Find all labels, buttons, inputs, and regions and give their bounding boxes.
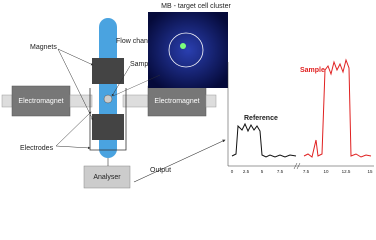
analyser-label: Analyser <box>93 174 121 181</box>
electromagnet-left-label: Electromagnet <box>18 98 63 105</box>
electromagnet-right <box>147 85 207 117</box>
output-label: Output <box>150 167 171 174</box>
reference-label: Reference <box>244 115 278 122</box>
x-tick-label: 2.5 <box>243 169 250 174</box>
x-tick-label: 15 <box>367 169 373 174</box>
microscopy-image <box>148 12 228 88</box>
output-arrow <box>133 139 226 183</box>
signal-plot: Reference Sample 0 2.5 5 7.5 7.5 10 12.5 15 <box>227 58 374 174</box>
zoom-line <box>112 74 161 97</box>
magnet-bottom <box>92 114 124 140</box>
pole-left <box>1 94 13 108</box>
sample-trace <box>303 58 372 158</box>
x-tick-label: 12.5 <box>342 169 351 174</box>
axis-break <box>293 162 301 170</box>
core-left <box>69 94 93 108</box>
x-tick-label: 7.5 <box>277 169 284 174</box>
sample-label: Sample <box>130 61 154 68</box>
reference-trace <box>231 122 297 158</box>
pointer <box>57 48 94 66</box>
x-tick-label: 5 <box>261 169 264 174</box>
figure: Electromagnet Electromagnet Analyser Mag… <box>1 3 374 189</box>
flow-channel-label: Flow channel <box>116 38 158 45</box>
electromagnet-left <box>11 85 71 117</box>
cluster-circle <box>168 32 204 68</box>
pointer <box>55 145 91 150</box>
pointer <box>111 65 131 97</box>
sample-trace-label: Sample <box>300 67 325 74</box>
magnets-label: Magnets <box>30 44 57 51</box>
sample-dot <box>103 94 113 104</box>
electrodes-label: Electrodes <box>20 145 54 152</box>
cluster <box>180 43 186 49</box>
x-tick-label: 7.5 <box>303 169 310 174</box>
x-tick-label: 0 <box>231 169 234 174</box>
electromagnet-right-label: Electromagnet <box>154 98 199 105</box>
pointer <box>57 48 94 121</box>
core-right <box>122 94 149 108</box>
cluster-label: MB - target cell cluster <box>161 3 231 10</box>
x-tick-label: 10 <box>323 169 329 174</box>
electrodes <box>89 88 127 151</box>
analyser <box>83 165 131 189</box>
pole-right <box>205 94 217 108</box>
magnet-top <box>92 58 124 84</box>
pointer <box>55 111 92 147</box>
